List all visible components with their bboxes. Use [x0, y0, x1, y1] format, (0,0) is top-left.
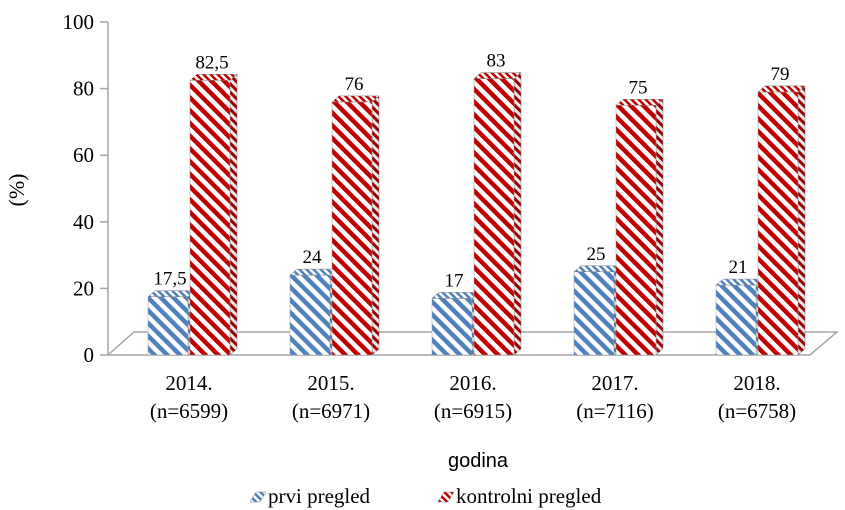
data-label: 17,5 [153, 269, 186, 290]
data-label: 82,5 [195, 52, 228, 73]
bar-prvi-pregled [147, 290, 196, 356]
bar-prvi-pregled [573, 265, 622, 356]
legend-item-kontrolni-pregled: kontrolni pregled [437, 484, 602, 508]
bar-prvi-pregled [431, 291, 480, 356]
x-axis-ticks: 2014. (n=6599) 2015. (n=6971) 2016. (n=6915) 2… [150, 371, 796, 423]
legend: prvi pregled kontrolni pregled [249, 484, 602, 508]
bar-prvi-pregled [289, 268, 338, 356]
y-tick-label: 40 [73, 210, 94, 234]
y-tick-label: 60 [73, 143, 94, 167]
x-tick-label: 2018. (n=6758) [718, 371, 796, 423]
y-tick-label: 20 [73, 276, 94, 300]
bar-kontrolni-pregled [331, 95, 380, 356]
legend-swatch [249, 491, 267, 503]
data-label: 75 [629, 77, 648, 98]
bar-kontrolni-pregled [615, 98, 664, 356]
x-axis-label: godina [448, 450, 509, 472]
legend-label: prvi pregled [268, 484, 371, 508]
y-tick-label: 0 [84, 343, 95, 367]
legend-item-prvi-pregled: prvi pregled [249, 484, 371, 508]
y-tick-label: 100 [63, 10, 95, 34]
data-label: 21 [729, 257, 748, 278]
legend-label: kontrolni pregled [456, 484, 602, 508]
data-label: 83 [487, 51, 506, 72]
x-tick-label: 2015. (n=6971) [292, 371, 370, 423]
y-axis-ticks: 0 20 40 60 80 100 [63, 10, 108, 367]
data-labels: 17,5 82,5 24 76 17 83 25 75 21 79 [153, 51, 789, 292]
bar-kontrolni-pregled [473, 72, 522, 356]
y-axis-label: (%) [4, 174, 29, 207]
bars [147, 72, 806, 356]
bar-prvi-pregled [715, 278, 764, 356]
data-label: 79 [771, 64, 790, 85]
bar-kontrolni-pregled [189, 73, 238, 356]
data-label: 24 [303, 247, 323, 268]
data-label: 25 [587, 244, 606, 265]
x-tick-label: 2016. (n=6915) [434, 371, 512, 423]
x-tick-label: 2014. (n=6599) [150, 371, 228, 423]
legend-swatch [437, 491, 455, 503]
x-tick-label: 2017. (n=7116) [576, 371, 654, 423]
data-label: 17 [445, 270, 464, 291]
data-label: 76 [345, 74, 364, 95]
bar-kontrolni-pregled [757, 85, 806, 356]
y-tick-label: 80 [73, 77, 94, 101]
